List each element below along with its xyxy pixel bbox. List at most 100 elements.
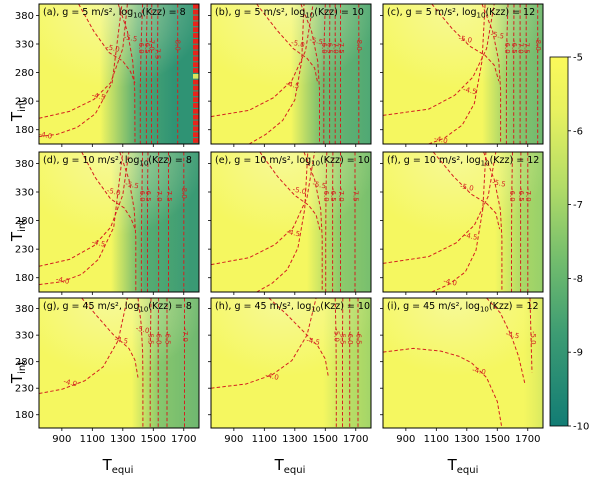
contour-line	[117, 4, 136, 144]
y-tick-label: 230	[15, 245, 34, 256]
bad-cell	[193, 109, 199, 114]
panel-title: (d), g = 10 m/s², log10(Kzz) = 8	[43, 155, 192, 168]
panel-frame	[382, 3, 544, 145]
y-tick-label: 280	[15, 216, 34, 227]
contours: -4.0 -4.5 -5.0 -5.5-6.0-6.5-7.0	[383, 152, 532, 292]
panel-glow	[39, 298, 199, 428]
contours: -4.0 -4.5 -5.0-5.5 -6.0 -6.5	[211, 298, 362, 428]
y-axis-label: Tint	[8, 99, 28, 122]
contour-line	[211, 152, 316, 266]
panel-frame	[382, 297, 544, 429]
panel-title: (f), g = 10 m/s², log10(Kzz) = 12	[387, 155, 539, 168]
svg-text:Tequi: Tequi	[102, 456, 134, 476]
contour-label: -6.5	[517, 188, 525, 202]
bad-cell	[193, 50, 199, 56]
contours: -4.0 -4.5 -5.0 -5.5-6.0-6.5-7.0-7.5-8.0	[383, 4, 542, 146]
contour-label: -4.5	[285, 80, 300, 91]
panel-frame	[38, 151, 200, 293]
y-tick-label: 330	[15, 40, 34, 51]
contour-label: -6.0	[322, 188, 330, 202]
colorbar-tick-label: -8	[573, 274, 583, 285]
panel-glow	[383, 4, 543, 144]
contour-line	[137, 298, 144, 428]
bad-cell	[193, 97, 199, 102]
contour-label: -7.0	[155, 188, 163, 202]
contour-line	[119, 152, 137, 292]
panel-glow	[39, 152, 199, 292]
contour-label: -4.0	[443, 277, 458, 288]
x-tick-label: 1700	[171, 434, 196, 445]
contour-label: -6.5	[326, 40, 334, 54]
contour-line	[529, 298, 533, 373]
panel-frame	[210, 3, 372, 145]
bad-cell	[193, 138, 199, 143]
contour-label: -6.5	[354, 331, 362, 345]
contour-label: -5.0	[529, 331, 537, 345]
y-tick-label: 330	[15, 188, 34, 199]
x-tick-label: 1500	[141, 434, 166, 445]
contour-label: -4.5	[463, 231, 478, 242]
panel-title: (b), g = 5 m/s², log10(Kzz) = 10	[215, 7, 364, 20]
contour-label: -4.5	[306, 336, 321, 347]
contour-label: -5.0	[135, 325, 150, 336]
panel: -4.5 -5.0 -5.5-6.0-6.5 -7.0 -7.5 (e), g = 10 …	[208, 151, 372, 295]
panel-title: (h), g = 45 m/s², log10(Kzz) = 10	[215, 301, 370, 314]
x-tick-label: 1500	[313, 434, 338, 445]
contour-label: -7.0	[331, 40, 339, 54]
x-tick-label: 1700	[515, 434, 540, 445]
contour-label: -5.5	[123, 33, 138, 44]
contour-line	[300, 4, 320, 144]
contour-label: -4.5	[286, 228, 301, 239]
contour-label: -6.0	[138, 188, 146, 202]
contour-label: -6.0	[508, 188, 516, 202]
contour-label: -7.0	[516, 40, 524, 54]
panel-grid: -4.0-4.5-5.0-5.5-6.0-6.5-7.0-7.5-8.0 (a),…	[15, 3, 544, 445]
contour-label: -4.0	[433, 135, 448, 146]
x-tick-label: 1500	[485, 434, 510, 445]
panel: -4.0 -4.5 -5.0-5.5 -6.0 -6.5 -7.0 (g), g = 45 …	[15, 297, 200, 445]
contour-label: -4.0	[63, 378, 78, 389]
x-tick-label: 1100	[252, 434, 277, 445]
contour-line	[145, 4, 148, 144]
bad-cell	[193, 68, 199, 73]
contour-label: -6.0	[137, 40, 145, 54]
contour-label: -5.0	[290, 39, 305, 50]
panel-frame	[38, 3, 200, 145]
y-axis-label: Tint	[8, 219, 28, 242]
contour-line	[256, 4, 319, 84]
contour-line	[211, 4, 314, 118]
contour-label: -7.5	[351, 188, 359, 202]
contour-line	[211, 298, 317, 389]
svg-text:Tequi: Tequi	[447, 456, 479, 476]
panel-frame	[210, 297, 372, 429]
svg-text:Tint: Tint	[8, 361, 28, 384]
contour-line	[334, 298, 337, 428]
contour-label: -6.5	[163, 331, 171, 345]
panel-glow	[383, 298, 543, 428]
contour-line	[481, 4, 502, 144]
y-tick-label: 180	[15, 410, 34, 421]
panel-title: (i), g = 45 m/s², log10(Kzz) = 12	[387, 301, 539, 314]
panel-title: (a), g = 5 m/s², log10(Kzz) = 8	[43, 7, 186, 20]
bad-cell	[193, 21, 199, 27]
contour-label: -7.0	[524, 188, 532, 202]
contour-label: -6.5	[329, 188, 337, 202]
y-tick-label: 330	[15, 331, 34, 342]
panel-frame	[38, 297, 200, 429]
contour-line	[383, 347, 503, 428]
bad-cell	[193, 56, 199, 62]
panel: -4.0 -4.5 -5.0 -5.5-6.0 -6.5 -7.0 (f), g = 10 …	[380, 151, 544, 295]
contour-line	[428, 4, 486, 144]
x-tick-label: 1100	[80, 434, 105, 445]
contour-line	[39, 4, 123, 138]
panel-frame	[382, 151, 544, 293]
panel-glow	[383, 152, 543, 292]
colorbar-tick-label: -9	[573, 348, 583, 359]
contour-line	[81, 152, 137, 232]
contour-label: -4.5	[114, 335, 129, 346]
contour-line	[505, 4, 509, 144]
contour-label: -5.5	[491, 178, 506, 189]
contour-label: -5.5	[124, 180, 139, 191]
contour-label: -6.0	[346, 331, 354, 345]
contour-label: -5.5	[312, 180, 327, 191]
